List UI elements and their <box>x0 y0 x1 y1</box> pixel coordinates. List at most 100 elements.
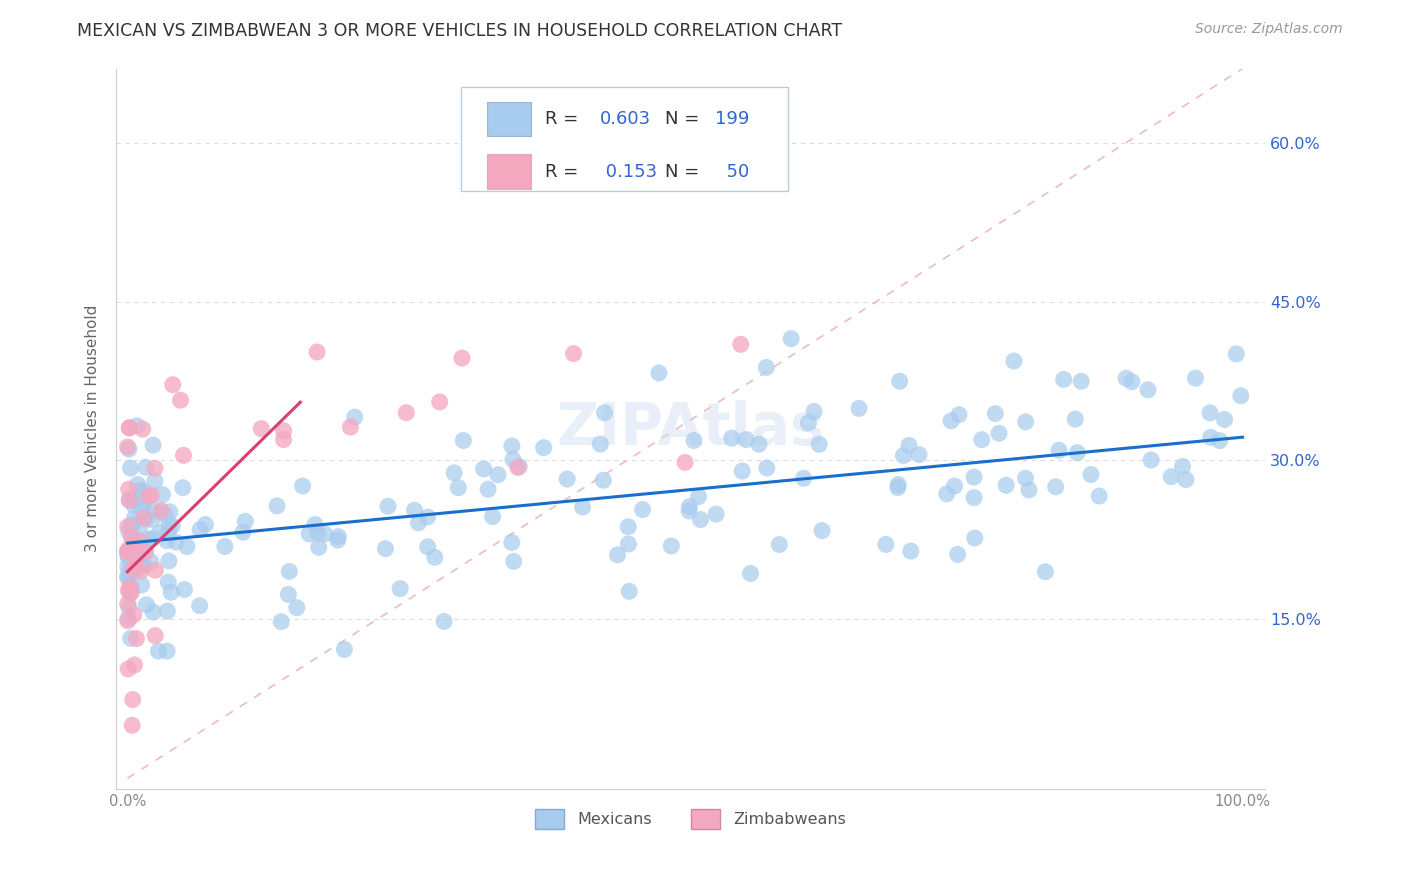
Mexicans <box>117 549 139 563</box>
Mexicans <box>374 541 396 556</box>
Mexicans <box>688 490 710 504</box>
Mexicans <box>157 524 180 539</box>
Mexicans <box>120 582 142 597</box>
Zimbabweans <box>131 422 153 436</box>
Mexicans <box>555 472 578 486</box>
Mexicans <box>683 434 706 448</box>
Mexicans <box>135 511 157 525</box>
Mexicans <box>963 491 986 505</box>
Mexicans <box>118 587 141 601</box>
Mexicans <box>132 502 155 516</box>
Mexicans <box>153 508 176 522</box>
Zimbabweans <box>118 482 141 496</box>
Mexicans <box>156 533 179 548</box>
Mexicans <box>1014 415 1036 429</box>
Text: R =: R = <box>544 110 583 128</box>
Zimbabweans <box>117 519 139 533</box>
Zimbabweans <box>118 541 141 556</box>
Mexicans <box>592 473 614 487</box>
Zimbabweans <box>120 542 142 557</box>
Mexicans <box>1230 389 1253 403</box>
Mexicans <box>127 477 149 491</box>
Zimbabweans <box>562 346 585 360</box>
Mexicans <box>136 533 159 547</box>
Zimbabweans <box>138 489 160 503</box>
Mexicans <box>1160 469 1182 483</box>
Mexicans <box>803 404 825 418</box>
Mexicans <box>172 481 194 495</box>
Mexicans <box>120 518 142 533</box>
Mexicans <box>1053 372 1076 386</box>
Mexicans <box>502 554 524 568</box>
Mexicans <box>131 578 153 592</box>
Mexicans <box>1208 434 1230 448</box>
Mexicans <box>486 467 509 482</box>
Zimbabweans <box>135 545 157 559</box>
Mexicans <box>502 452 524 467</box>
Mexicans <box>946 548 969 562</box>
FancyBboxPatch shape <box>488 102 531 136</box>
Mexicans <box>128 534 150 549</box>
Mexicans <box>120 461 142 475</box>
Mexicans <box>149 525 172 540</box>
Mexicans <box>900 544 922 558</box>
Mexicans <box>132 496 155 510</box>
Zimbabweans <box>395 406 418 420</box>
Mexicans <box>121 517 143 532</box>
Mexicans <box>887 481 910 495</box>
Zimbabweans <box>121 692 143 706</box>
Mexicans <box>897 438 920 452</box>
Mexicans <box>1066 445 1088 459</box>
Mexicans <box>423 550 446 565</box>
Mexicans <box>793 471 815 485</box>
Mexicans <box>176 540 198 554</box>
Mexicans <box>125 541 148 556</box>
Mexicans <box>125 418 148 433</box>
Mexicans <box>617 520 640 534</box>
Mexicans <box>408 516 430 530</box>
Mexicans <box>678 504 700 518</box>
Mexicans <box>908 448 931 462</box>
Mexicans <box>159 505 181 519</box>
Mexicans <box>389 582 412 596</box>
Mexicans <box>472 462 495 476</box>
Zimbabweans <box>250 422 273 436</box>
Mexicans <box>433 615 456 629</box>
Mexicans <box>1064 412 1087 426</box>
Zimbabweans <box>173 448 195 462</box>
Mexicans <box>404 503 426 517</box>
Mexicans <box>735 433 758 447</box>
Mexicans <box>125 562 148 576</box>
Mexicans <box>343 410 366 425</box>
Mexicans <box>995 478 1018 492</box>
Mexicans <box>893 449 915 463</box>
Mexicans <box>948 408 970 422</box>
Mexicans <box>333 642 356 657</box>
Mexicans <box>132 558 155 573</box>
Zimbabweans <box>120 585 142 599</box>
Text: R =: R = <box>544 162 583 180</box>
Zimbabweans <box>730 337 752 351</box>
Mexicans <box>593 406 616 420</box>
Mexicans <box>970 433 993 447</box>
Zimbabweans <box>305 345 328 359</box>
Mexicans <box>122 499 145 513</box>
Zimbabweans <box>118 493 141 508</box>
Mexicans <box>720 431 742 445</box>
Mexicans <box>1140 453 1163 467</box>
Mexicans <box>128 557 150 571</box>
Zimbabweans <box>117 662 139 676</box>
Zimbabweans <box>141 488 163 502</box>
Mexicans <box>188 599 211 613</box>
Mexicans <box>117 611 139 625</box>
Mexicans <box>157 575 180 590</box>
Text: ZIPAtlas: ZIPAtlas <box>557 401 825 458</box>
Mexicans <box>142 502 165 516</box>
Mexicans <box>508 459 530 474</box>
Mexicans <box>121 547 143 561</box>
Mexicans <box>328 530 350 544</box>
Mexicans <box>963 531 986 545</box>
Zimbabweans <box>429 395 451 409</box>
Zimbabweans <box>118 580 141 594</box>
Mexicans <box>129 554 152 568</box>
